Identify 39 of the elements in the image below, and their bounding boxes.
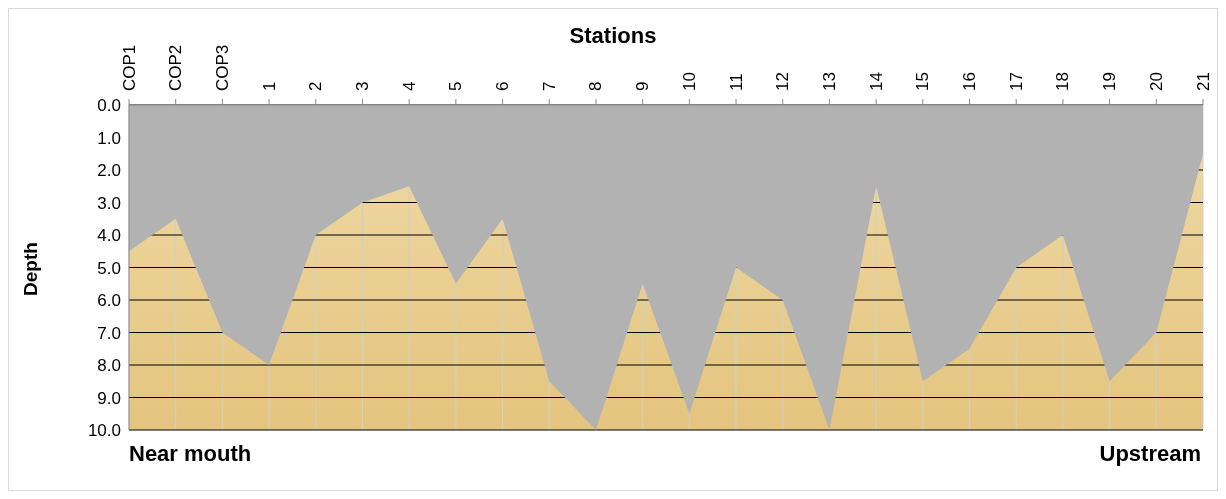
x-tick-label: COP2 (166, 44, 186, 91)
y-tick-label: 5.0 (97, 258, 121, 278)
x-tick-label: 19 (1100, 72, 1120, 91)
text: Upstream (1099, 441, 1201, 467)
x-tick-label: 12 (773, 72, 793, 91)
x-tick-label: 1 (259, 81, 279, 91)
x-tick-label: 15 (913, 72, 933, 91)
x-tick-label: 17 (1006, 72, 1026, 91)
x-tick-label: 14 (866, 72, 886, 91)
x-tick-label: 6 (493, 81, 513, 91)
x-tick-label: 5 (446, 81, 466, 91)
x-tick-label: 10 (679, 72, 699, 91)
y-tick-label: 1.0 (97, 128, 121, 148)
x-tick-label: 2 (306, 81, 326, 91)
x-tick-label: COP1 (119, 44, 139, 91)
x-tick-label: 21 (1193, 72, 1213, 91)
y-tick-label: 3.0 (97, 193, 121, 213)
y-tick-label: 7.0 (97, 323, 121, 343)
y-tick-label: 8.0 (97, 356, 121, 376)
x-tick-label: 13 (819, 72, 839, 91)
text: Near mouth (129, 441, 252, 467)
x-axis-title: Stations (569, 23, 657, 48)
y-tick-label: 2.0 (97, 161, 121, 181)
y-tick-label: 0.0 (97, 96, 121, 116)
y-tick-label: 6.0 (97, 291, 121, 311)
x-tick-label: 4 (399, 81, 419, 91)
x-tick-label: 7 (539, 81, 559, 91)
y-tick-label: 9.0 (97, 388, 121, 408)
y-tick-label: 4.0 (97, 226, 121, 246)
x-tick-label: COP3 (212, 44, 232, 91)
y-tick-label: 10.0 (87, 421, 121, 441)
x-tick-label: 20 (1146, 72, 1166, 91)
x-tick-label: 8 (586, 81, 606, 91)
x-tick-label: 16 (960, 72, 980, 91)
x-tick-label: 3 (352, 81, 372, 91)
x-tick-label: 11 (726, 73, 746, 91)
x-tick-label: 9 (633, 81, 653, 91)
x-tick-label: 18 (1053, 72, 1073, 91)
y-axis-title: Depth (20, 242, 42, 296)
